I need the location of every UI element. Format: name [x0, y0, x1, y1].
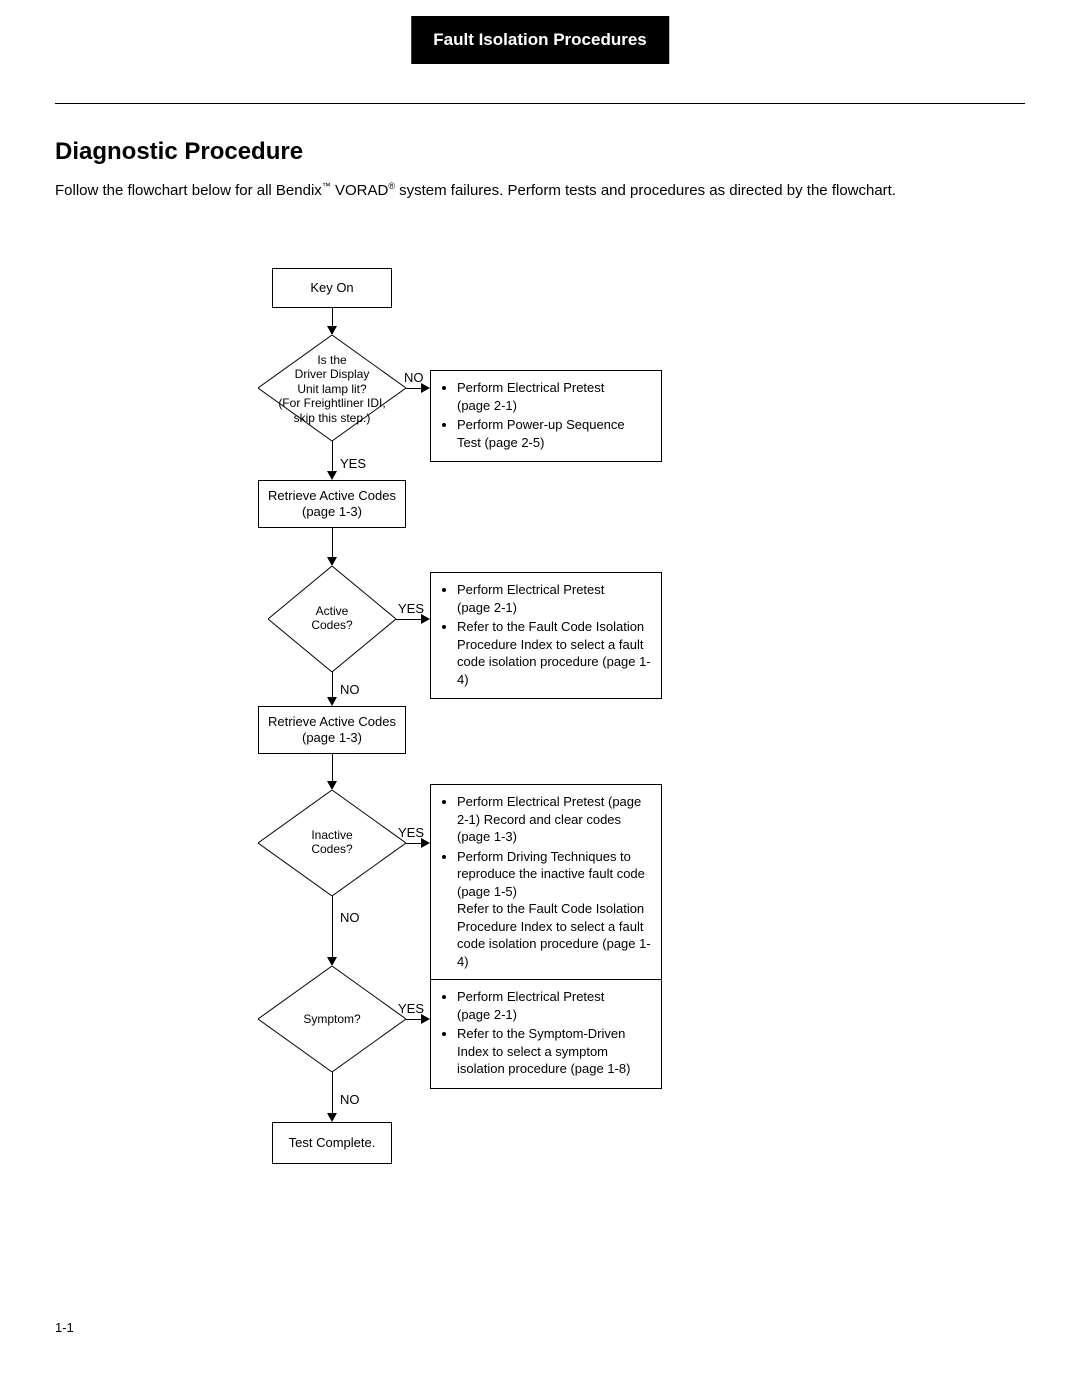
sidebox-item: Perform Electrical Pretest (page 2-1): [457, 988, 651, 1023]
flow-diamond-label: Symptom?: [300, 1012, 364, 1026]
flow-rect-n_actret: Retrieve Active Codes(page 1-3): [258, 480, 406, 528]
flow-rect-n_keyon: Key On: [272, 268, 392, 308]
flowchart: Key On Is theDriver DisplayUnit lamp lit?…: [0, 0, 1080, 1397]
flow-diamond-n_active: ActiveCodes?: [268, 566, 396, 672]
flow-edge-label: NO: [340, 1092, 360, 1107]
flow-diamond-label: ActiveCodes?: [308, 604, 356, 633]
flow-edge: [332, 441, 333, 472]
flow-sidebox-s_active: Perform Electrical Pretest (page 2-1)Ref…: [430, 572, 662, 699]
flow-sidebox-s_symp: Perform Electrical Pretest (page 2-1)Ref…: [430, 979, 662, 1089]
sidebox-item: Perform Driving Techniques to reproduce …: [457, 848, 651, 971]
arrowhead-icon: [327, 1113, 337, 1122]
flow-edge: [332, 528, 333, 558]
flow-diamond-label: InactiveCodes?: [308, 828, 356, 857]
flow-edge: [332, 896, 333, 958]
sidebox-item: Perform Electrical Pretest (page 2-1): [457, 379, 651, 414]
sidebox-list: Perform Electrical Pretest (page 2-1) Re…: [439, 793, 651, 970]
flow-edge-label: YES: [340, 456, 366, 471]
sidebox-list: Perform Electrical Pretest (page 2-1)Ref…: [439, 581, 651, 688]
flow-edge-label: YES: [398, 825, 424, 840]
flow-edge-label: NO: [340, 682, 360, 697]
sidebox-item: Perform Electrical Pretest (page 2-1) Re…: [457, 793, 651, 846]
flow-sidebox-s_inact: Perform Electrical Pretest (page 2-1) Re…: [430, 784, 662, 981]
arrowhead-icon: [327, 557, 337, 566]
flow-diamond-n_inactive: InactiveCodes?: [258, 790, 406, 896]
flow-edge: [332, 754, 333, 782]
flow-diamond-n_lamp: Is theDriver DisplayUnit lamp lit?(For F…: [258, 335, 406, 441]
arrowhead-icon: [327, 957, 337, 966]
flow-rect-label: Key On: [279, 280, 385, 296]
sidebox-list: Perform Electrical Pretest (page 2-1)Ref…: [439, 988, 651, 1078]
arrowhead-icon: [327, 781, 337, 790]
flow-edge: [396, 619, 422, 620]
flow-edge: [332, 308, 333, 327]
sidebox-item: Perform Power-up Sequence Test (page 2-5…: [457, 416, 651, 451]
flow-edge-label: NO: [340, 910, 360, 925]
flow-diamond-n_symptom: Symptom?: [258, 966, 406, 1072]
arrowhead-icon: [327, 697, 337, 706]
page-number: 1-1: [55, 1320, 74, 1335]
flow-edge-label: YES: [398, 601, 424, 616]
arrowhead-icon: [327, 471, 337, 480]
sidebox-item: Refer to the Fault Code Isolation Proced…: [457, 618, 651, 688]
flow-rect-n_actret2: Retrieve Active Codes(page 1-3): [258, 706, 406, 754]
flow-diamond-label: Is theDriver DisplayUnit lamp lit?(For F…: [278, 353, 386, 425]
flow-edge-label: YES: [398, 1001, 424, 1016]
flow-edge-label: NO: [404, 370, 424, 385]
flow-sidebox-s_lamp: Perform Electrical Pretest (page 2-1)Per…: [430, 370, 662, 462]
flow-rect-n_done: Test Complete.: [272, 1122, 392, 1164]
flow-edge: [332, 672, 333, 698]
flow-edge: [406, 388, 422, 389]
sidebox-item: Perform Electrical Pretest (page 2-1): [457, 581, 651, 616]
sidebox-item: Refer to the Symptom-Driven Index to sel…: [457, 1025, 651, 1078]
flow-rect-label: Test Complete.: [279, 1135, 385, 1151]
arrowhead-icon: [327, 326, 337, 335]
sidebox-list: Perform Electrical Pretest (page 2-1)Per…: [439, 379, 651, 451]
flow-rect-label: Retrieve Active Codes(page 1-3): [265, 488, 399, 521]
flow-rect-label: Retrieve Active Codes(page 1-3): [265, 714, 399, 747]
flow-edge: [406, 1019, 422, 1020]
page: Fault Isolation Procedures Diagnostic Pr…: [0, 0, 1080, 1397]
flow-edge: [332, 1072, 333, 1114]
flow-edge: [406, 843, 422, 844]
